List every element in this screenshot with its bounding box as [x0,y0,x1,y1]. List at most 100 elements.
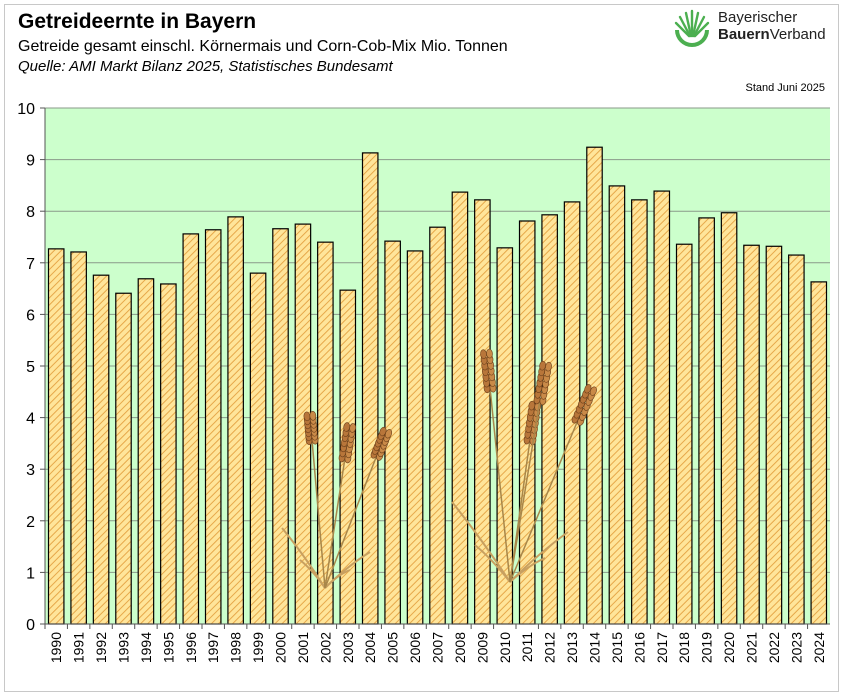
logo-line1: Bayerischer [718,9,798,26]
bar-1999 [249,272,267,625]
wheat-leaf [299,559,326,589]
y-tick-label: 6 [26,307,35,324]
y-tick-label: 3 [26,462,35,479]
logo-line2-rest: Verband [769,26,826,43]
chart-subtitle: Getreide gesamt einschl. Körnermais und … [18,38,508,55]
bar-1998 [227,216,244,625]
y-tick-label: 9 [26,153,35,170]
x-tick-label: 2010 [497,632,513,663]
bar-2022 [765,245,783,625]
x-tick-label: 2001 [295,632,311,663]
y-tick-label: 2 [26,514,35,531]
x-tick-label: 2008 [452,632,468,663]
logo-line2-bold: Bauern [718,26,770,43]
bar-2008 [451,191,469,625]
bar-2020 [720,212,738,625]
x-tick-label: 2014 [587,632,603,663]
bar-2016 [631,199,648,625]
x-tick-label: 2004 [362,632,378,663]
wheat-stalk [324,454,378,589]
wheat-ear-icon [571,384,597,426]
wheat-logo-icon [674,9,710,47]
bar-1995 [160,283,177,625]
bar-1990 [47,248,65,625]
x-tick-label: 2012 [542,632,558,663]
x-tick-label: 1998 [228,632,244,663]
x-tick-label: 2002 [317,632,333,663]
x-tick-label: 1999 [250,632,266,663]
bar-2004 [361,152,379,625]
x-tick-label: 2022 [766,632,782,663]
x-tick-label: 2007 [430,632,446,663]
wheat-stalk [311,439,326,589]
x-tick-label: 1997 [205,632,221,663]
x-tick-label: 2021 [744,632,760,663]
bar-2009 [474,199,491,625]
bar-1991 [70,251,87,625]
bar-2017 [653,190,671,625]
x-tick-label: 1996 [183,632,199,663]
bar-2019 [698,217,715,625]
bar-1993 [115,292,132,625]
chart-source: Quelle: AMI Markt Bilanz 2025, Statistis… [18,58,393,75]
wheat-stalk [324,457,346,589]
wheat-leaf [474,544,511,583]
bar-2006 [406,250,424,625]
x-tick-label: 2011 [519,632,535,662]
bar-2023 [788,254,805,625]
x-tick-label: 1992 [93,632,109,663]
bar-2021 [743,244,760,625]
bar-2000 [272,228,289,625]
y-tick-label: 7 [26,256,35,273]
bbv-logo: Bayerischer BauernVerband [672,8,837,48]
bar-2018 [675,243,693,625]
x-tick-label: 2015 [609,632,625,663]
wheat-leaf [324,569,351,589]
x-tick-label: 1990 [48,632,64,663]
x-tick-label: 2017 [654,632,670,663]
bar-1997 [204,229,222,625]
wheat-ear-icon [303,411,319,446]
wheat-ear-icon [533,360,552,406]
x-tick-label: 2000 [273,632,289,663]
y-tick-label: 5 [26,359,35,376]
bar-2015 [608,185,626,625]
chart-frame [4,4,839,692]
x-tick-label: 2024 [811,632,827,663]
x-tick-label: 2005 [385,632,401,663]
wheat-ear-icon [370,426,393,461]
bar-2024 [810,281,828,625]
bar-1992 [92,274,110,625]
x-tick-label: 1991 [71,632,87,663]
x-tick-label: 2020 [721,632,737,663]
wheat-stalk [509,419,579,583]
wheat-ear-icon [480,348,497,394]
stand-date: Stand Juni 2025 [745,82,825,94]
y-tick-label: 8 [26,204,35,221]
bar-1994 [137,278,155,625]
x-tick-label: 1994 [138,632,154,663]
x-tick-label: 2013 [564,632,580,663]
bar-2002 [317,241,334,625]
wheat-ear-icon [338,422,357,464]
x-tick-label: 2009 [474,632,490,663]
chart-title: Getreideernte in Bayern [18,10,257,33]
x-tick-label: 2003 [340,632,356,663]
x-tick-label: 1993 [116,632,132,663]
y-tick-label: 10 [17,101,35,118]
x-tick-label: 2023 [788,632,804,663]
wheat-stalk [509,399,541,583]
y-tick-label: 0 [26,617,35,634]
bar-2007 [429,226,446,625]
y-tick-label: 1 [26,565,35,582]
wheat-leaf [509,557,546,583]
wheat-stalk [489,387,511,583]
x-tick-label: 2019 [699,632,715,663]
x-tick-label: 2016 [631,632,647,663]
x-tick-label: 1995 [160,632,176,663]
x-tick-label: 2006 [407,632,423,663]
y-tick-label: 4 [26,411,35,428]
bar-2012 [541,214,558,625]
x-tick-label: 2018 [676,632,692,663]
